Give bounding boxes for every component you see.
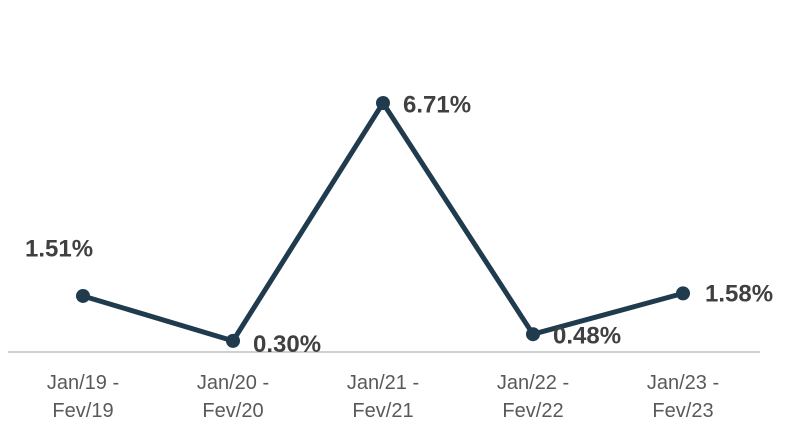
point: [526, 327, 540, 342]
point: [226, 333, 240, 348]
data-label: 1.51%: [25, 235, 93, 262]
data-label: 6.71%: [403, 91, 471, 118]
data-label: 1.58%: [705, 281, 773, 308]
x-tick-label: Jan/22 - Fev/22: [496, 372, 570, 422]
x-tick-label: Jan/21 - Fev/21: [346, 372, 420, 422]
point: [676, 286, 690, 301]
x-tick-label: Jan/23 - Fev/23: [646, 372, 720, 422]
point: [376, 96, 390, 110]
x-tick-label: Jan/19 - Fev/19: [46, 372, 120, 422]
data-label: 0.30%: [253, 331, 321, 358]
x-tick-label: Jan/20 - Fev/20: [196, 372, 270, 422]
line: [82, 100, 684, 344]
data-label: 0.48%: [553, 323, 621, 350]
point: [76, 288, 90, 303]
